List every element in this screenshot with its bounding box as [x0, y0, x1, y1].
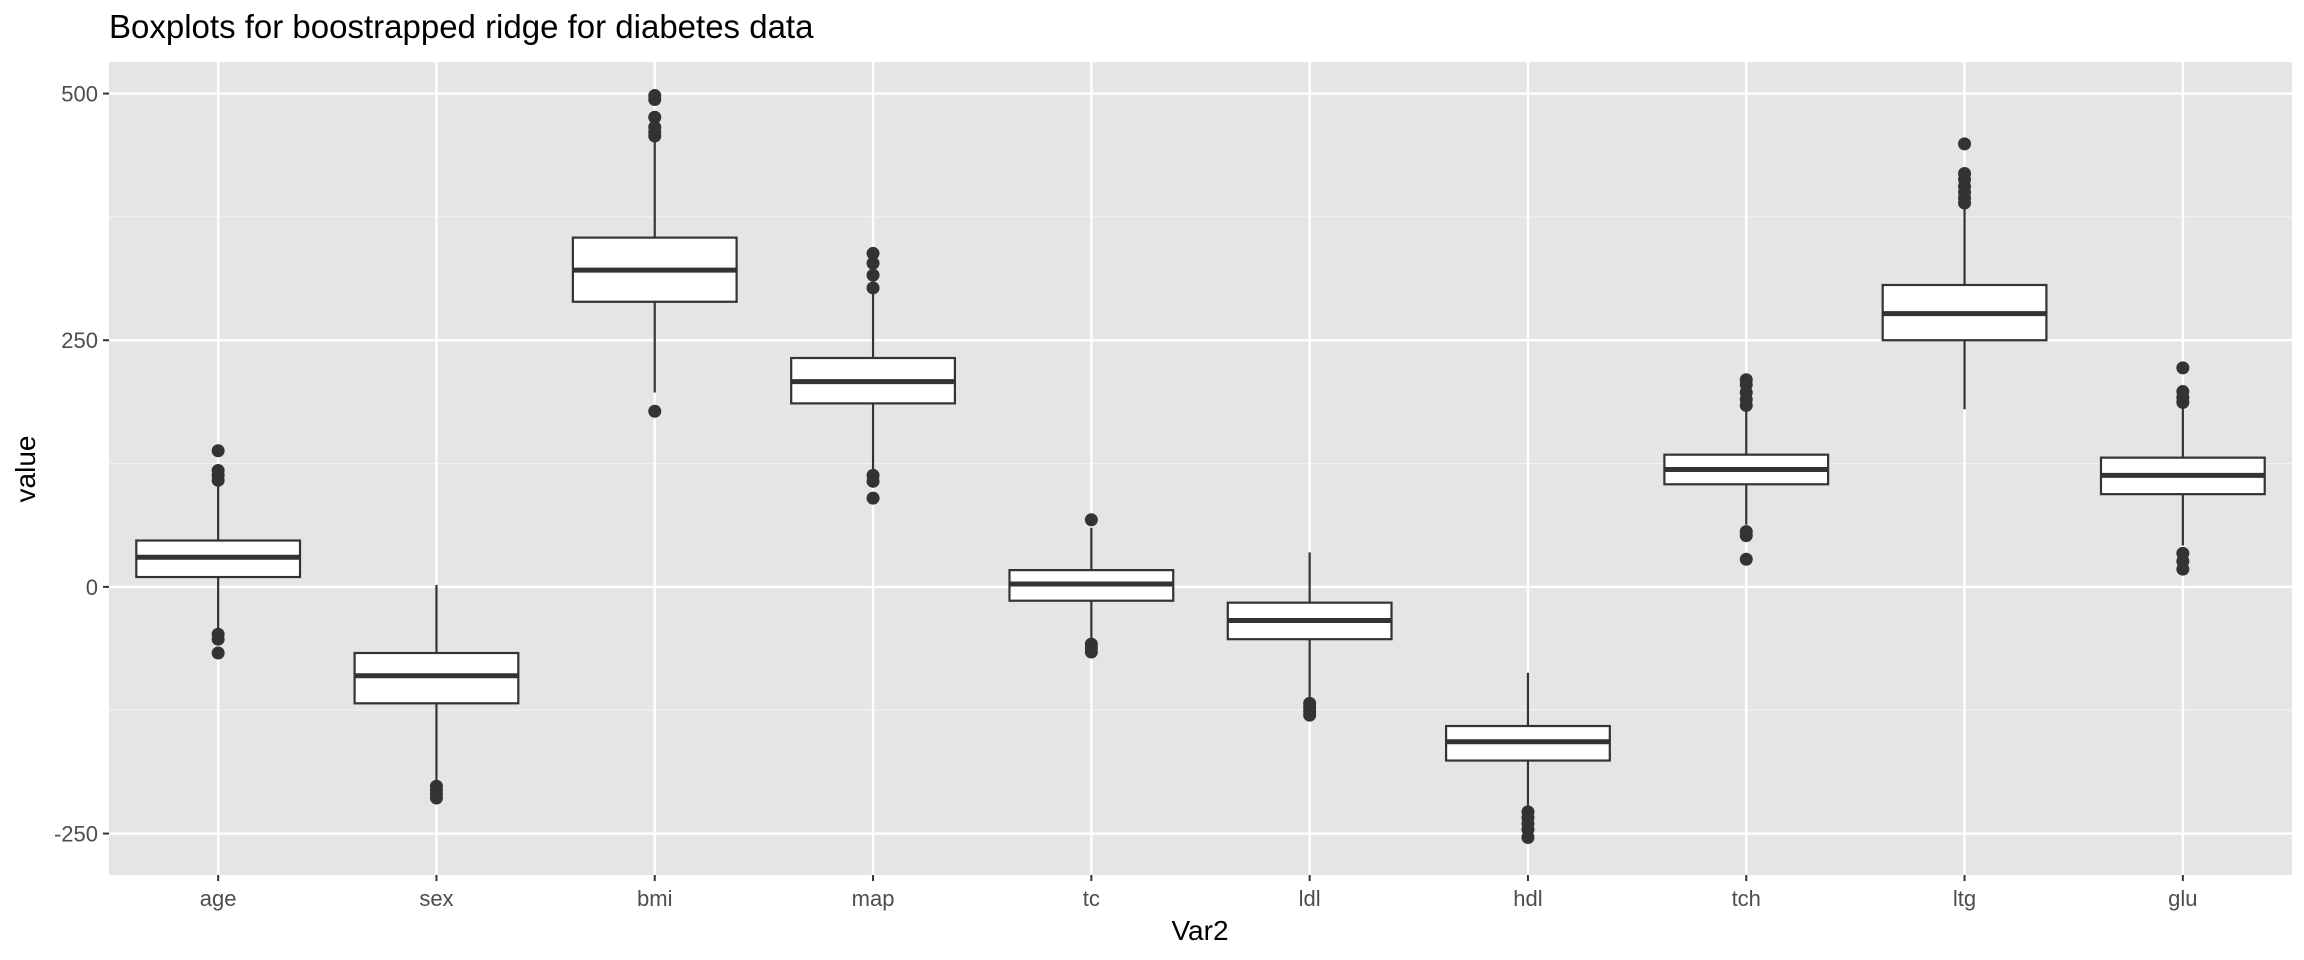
outlier-point — [866, 474, 880, 488]
boxplot-bmi — [571, 89, 738, 418]
outlier-point — [429, 791, 443, 805]
y-tick-label: 500 — [61, 82, 98, 107]
box-series — [135, 89, 2266, 845]
outlier-point — [866, 491, 880, 505]
x-tick-label-bmi: bmi — [637, 886, 672, 911]
outlier-point — [1739, 552, 1753, 566]
outlier-point — [648, 129, 662, 143]
outlier-point — [1958, 137, 1972, 151]
outlier-point — [2176, 395, 2190, 409]
outlier-point — [1739, 529, 1753, 543]
axes: -250 0 250 500 age sex bmi map tc ldl hdl tch ltg glu — [54, 82, 2198, 911]
outlier-point — [2176, 562, 2190, 576]
x-tick-label-tch: tch — [1732, 886, 1761, 911]
x-tick-label-ltg: ltg — [1953, 886, 1976, 911]
outlier-point — [1521, 831, 1535, 845]
boxplot-age — [135, 444, 302, 660]
outlier-point — [866, 281, 880, 295]
x-axis-title: Var2 — [1171, 915, 1228, 946]
boxplot-ltg — [1881, 137, 2048, 410]
x-tick-label-hdl: hdl — [1513, 886, 1542, 911]
boxplot-sex — [353, 584, 520, 805]
x-tick-label-age: age — [200, 886, 237, 911]
outlier-point — [1084, 645, 1098, 659]
outlier-point — [211, 632, 225, 646]
y-tick-label: -250 — [54, 822, 98, 847]
boxplot-tch — [1663, 373, 1830, 566]
outlier-point — [211, 646, 225, 660]
boxplot-map — [790, 246, 957, 505]
x-tick-label-sex: sex — [419, 886, 453, 911]
boxplot-hdl — [1444, 672, 1611, 845]
boxplot-tc — [1008, 513, 1175, 659]
outlier-point — [211, 444, 225, 458]
outlier-point — [1958, 196, 1972, 210]
outlier-point — [648, 92, 662, 106]
outlier-point — [1303, 708, 1317, 722]
y-tick-label: 250 — [61, 328, 98, 353]
x-tick-label-glu: glu — [2168, 886, 2197, 911]
outlier-point — [211, 473, 225, 487]
boxplot-glu — [2099, 361, 2266, 576]
outlier-point — [866, 256, 880, 270]
outlier-point — [648, 110, 662, 124]
y-tick-label: 0 — [86, 575, 98, 600]
x-tick-label-map: map — [852, 886, 895, 911]
y-axis-title: value — [10, 436, 41, 503]
outlier-point — [648, 404, 662, 418]
boxplot-ldl — [1226, 552, 1393, 722]
outlier-point — [866, 246, 880, 260]
plot-panel — [109, 62, 2292, 875]
outlier-point — [2176, 361, 2190, 375]
x-tick-label-ldl: ldl — [1299, 886, 1321, 911]
x-tick-label-tc: tc — [1083, 886, 1100, 911]
outlier-point — [1084, 513, 1098, 527]
outlier-point — [866, 268, 880, 282]
chart-title: Boxplots for boostrapped ridge for diabe… — [109, 8, 814, 45]
outlier-point — [1739, 398, 1753, 412]
